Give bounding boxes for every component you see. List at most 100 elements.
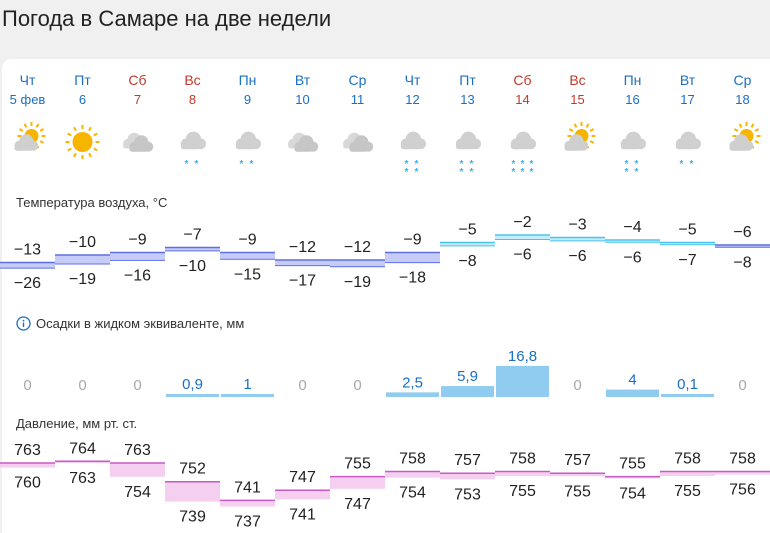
cloud-light-snow-icon: * *	[235, 131, 261, 170]
temp-band	[385, 252, 440, 263]
pressure-max-label: 757	[454, 452, 481, 469]
day-date: 5 фев	[10, 92, 46, 107]
day-date: 10	[295, 92, 309, 107]
temp-min-label: −6	[513, 247, 531, 264]
temp-band	[0, 262, 55, 269]
day-date: 9	[244, 92, 251, 107]
pressure-min-label: 747	[344, 496, 371, 513]
temp-max-label: −9	[238, 232, 256, 249]
svg-text:*: *	[521, 159, 525, 170]
pressure-min-label: 754	[399, 485, 426, 502]
page-title: Погода в Самаре на две недели	[2, 6, 332, 31]
precip-label: 4	[628, 372, 636, 389]
pressure-max-label: 763	[14, 442, 41, 459]
day-name: Ср	[349, 72, 367, 88]
cloud-light-snow-icon: * *	[180, 131, 207, 170]
temp-min-label: −10	[179, 258, 206, 275]
precip-bar	[221, 394, 274, 397]
precip-label: 0	[133, 377, 141, 394]
pressure-band	[275, 490, 330, 500]
pressure-band	[55, 461, 110, 464]
temp-max-label: −13	[14, 242, 41, 259]
temp-band	[660, 242, 715, 245]
pressure-band	[550, 473, 605, 477]
temp-band	[110, 252, 165, 261]
pressure-min-label: 756	[729, 482, 756, 499]
temp-min-label: −7	[678, 252, 696, 269]
temp-min-label: −6	[623, 249, 641, 266]
day-name: Чт	[20, 72, 36, 88]
pressure-max-label: 755	[619, 456, 646, 473]
cloud-snow-icon: * ** *	[400, 131, 426, 178]
cloud-light-snow-icon: * *	[675, 131, 701, 170]
temp-min-label: −8	[733, 254, 751, 271]
precip-label: 0	[298, 377, 306, 394]
precip-label: 0	[78, 377, 86, 394]
day-name: Пн	[624, 72, 642, 88]
svg-text:*: *	[530, 167, 534, 178]
temp-max-label: −2	[513, 214, 531, 231]
cloudy-icon	[288, 132, 319, 152]
temp-min-label: −19	[69, 271, 96, 288]
pressure-min-label: 753	[454, 486, 481, 503]
partly-cloudy-sun-icon	[564, 122, 596, 151]
pressure-section-label: Давление, мм рт. ст.	[16, 416, 138, 431]
precip-label: 5,9	[457, 368, 478, 385]
pressure-max-label: 741	[234, 479, 261, 496]
precip-label: 0	[353, 377, 361, 394]
pressure-max-label: 758	[674, 451, 701, 468]
day-date: 11	[351, 92, 365, 107]
pressure-max-label: 747	[289, 469, 316, 486]
temp-band	[275, 260, 330, 266]
pressure-band	[660, 471, 715, 477]
temp-max-label: −12	[289, 239, 316, 256]
day-date: 16	[625, 92, 639, 107]
temp-band	[605, 240, 660, 243]
svg-text:*: *	[521, 167, 525, 178]
day-date: 15	[570, 92, 584, 107]
temp-max-label: −4	[623, 219, 641, 236]
info-icon[interactable]	[16, 316, 31, 331]
precip-section-label: Осадки в жидком эквиваленте, мм	[16, 316, 244, 331]
temp-max-label: −5	[678, 222, 696, 239]
precip-bar	[441, 386, 494, 397]
pressure-min-label: 754	[619, 485, 646, 502]
pressure-min-label: 754	[124, 484, 151, 501]
temp-max-label: −9	[403, 232, 421, 249]
day-date: 13	[460, 92, 474, 107]
temp-band	[330, 260, 385, 267]
pressure-band	[495, 471, 550, 477]
temp-min-label: −15	[234, 266, 261, 283]
precip-label: 16,8	[508, 348, 537, 365]
precip-label: 1	[243, 376, 251, 393]
svg-text:*: *	[250, 159, 254, 170]
pressure-min-label: 755	[509, 483, 536, 500]
pressure-max-label: 758	[509, 451, 536, 468]
day-name: Чт	[405, 72, 421, 88]
precip-label: 0	[23, 377, 31, 394]
pressure-max-label: 758	[399, 451, 426, 468]
pressure-band	[440, 473, 495, 480]
day-name: Вт	[680, 72, 696, 88]
pressure-band	[0, 463, 55, 468]
precip-label: 0,1	[677, 376, 698, 393]
svg-text:*: *	[512, 159, 516, 170]
pressure-band	[715, 471, 770, 475]
pressure-band	[220, 500, 275, 507]
day-name: Пт	[74, 72, 91, 88]
temperature-section-label: Температура воздуха, °C	[16, 195, 168, 210]
temp-band	[55, 255, 110, 264]
precip-label-text: Осадки в жидком эквиваленте, мм	[36, 316, 245, 331]
svg-text:*: *	[530, 159, 534, 170]
svg-text:*: *	[460, 167, 464, 178]
pressure-max-label: 758	[729, 451, 756, 468]
day-date: 8	[189, 92, 196, 107]
day-name: Сб	[513, 72, 531, 88]
cloud-snow-icon: * ** *	[620, 131, 646, 178]
temp-band	[550, 237, 605, 241]
pressure-min-label: 755	[564, 483, 591, 500]
temp-max-label: −5	[458, 222, 476, 239]
temp-max-label: −3	[568, 217, 586, 234]
temp-max-label: −12	[344, 239, 371, 256]
